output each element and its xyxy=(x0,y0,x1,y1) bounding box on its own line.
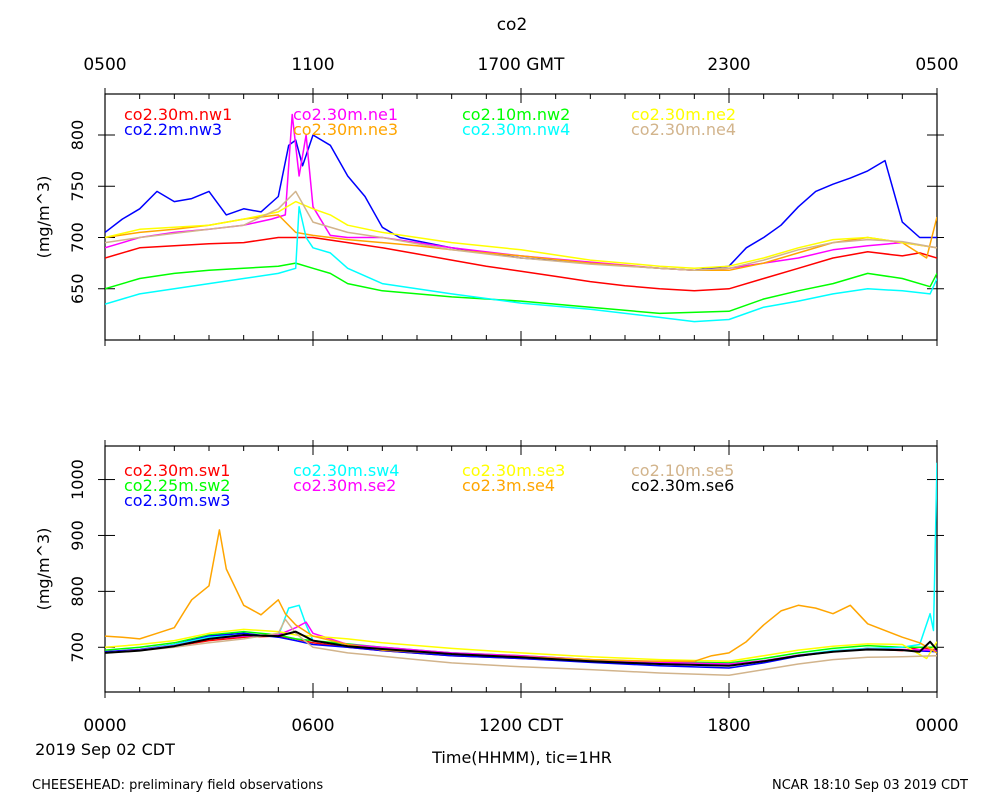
y-tick-label: 1000 xyxy=(68,459,87,500)
y-axis-label: (mg/m^3) xyxy=(34,528,53,611)
legend-entry: co2.30m.sw4 xyxy=(293,461,399,480)
series-line xyxy=(105,134,937,272)
top-axis-tick-label: 2300 xyxy=(707,55,750,75)
panel-lower: 700 800 900 1000 (mg/m^3) co2.30m.sw1co2.25m.… xyxy=(34,440,944,698)
series-line xyxy=(105,200,937,270)
bottom-axis-tick-label: 1200 CDT xyxy=(479,716,564,736)
y-tick-label: 900 xyxy=(68,520,87,551)
legend-entry: co2.30m.se6 xyxy=(631,476,734,495)
legend-entry: co2.30m.sw3 xyxy=(124,491,230,510)
top-axis-tick-label: 0500 xyxy=(83,55,126,75)
chart-title: co2 xyxy=(497,15,528,35)
y-tick-label: 750 xyxy=(68,171,87,202)
legend-entry: co2.30m.ne2 xyxy=(631,105,736,124)
legend-entry: co2.30m.se3 xyxy=(462,461,565,480)
footer-left: CHEESEHEAD: preliminary field observatio… xyxy=(32,778,323,793)
y-tick-label: 650 xyxy=(68,273,87,304)
legend-entry: co2.30m.sw1 xyxy=(124,461,230,480)
legend-entry: co2.30m.ne4 xyxy=(631,120,736,139)
series-line xyxy=(105,206,937,323)
legend-entry: co2.30m.ne3 xyxy=(293,120,398,139)
top-axis-tick-label: 0500 xyxy=(915,55,958,75)
series-line xyxy=(105,618,937,676)
x-axis-label: Time(HHMM), tic=1HR xyxy=(431,748,612,767)
date-label: 2019 Sep 02 CDT xyxy=(35,740,175,759)
top-time-axis: 0500 1100 1700 GMT 2300 0500 xyxy=(83,55,958,75)
y-tick-label: 800 xyxy=(68,576,87,607)
legend-entry: co2.3m.se4 xyxy=(462,476,555,495)
series-line xyxy=(105,190,937,272)
series-line xyxy=(105,630,937,667)
y-tick-label: 700 xyxy=(68,222,87,253)
legend-entry: co2.2m.nw3 xyxy=(124,120,222,139)
top-axis-tick-label: 1700 GMT xyxy=(478,55,566,75)
y-tick-label: 700 xyxy=(68,632,87,663)
footer-right: NCAR 18:10 Sep 03 2019 CDT xyxy=(772,778,968,793)
legend-entry: co2.10m.nw2 xyxy=(462,105,570,124)
series-line xyxy=(105,262,937,315)
bottom-axis-tick-label: 1800 xyxy=(707,716,750,736)
y-axis-label: (mg/m^3) xyxy=(34,176,53,259)
series-line xyxy=(105,529,937,663)
series-line xyxy=(105,628,937,663)
bottom-axis-tick-label: 0000 xyxy=(915,716,958,736)
legend-entry: co2.25m.sw2 xyxy=(124,476,230,495)
legend-entry: co2.30m.ne1 xyxy=(293,105,398,124)
legend-entry: co2.10m.se5 xyxy=(631,461,734,480)
bottom-time-axis: 0000 0600 1200 CDT 1800 0000 xyxy=(83,716,958,736)
legend-entry: co2.30m.se2 xyxy=(293,476,396,495)
legend-entry: co2.30m.nw4 xyxy=(462,120,570,139)
top-axis-tick-label: 1100 xyxy=(291,55,334,75)
y-tick-label: 800 xyxy=(68,120,87,151)
bottom-axis-tick-label: 0000 xyxy=(83,716,126,736)
series-line xyxy=(105,236,937,292)
legend-entry: co2.30m.nw1 xyxy=(124,105,232,124)
panel-upper: 650 700 750 800 (mg/m^3) co2.30m.nw1co2.2m.nw… xyxy=(34,88,944,346)
bottom-axis-tick-label: 0600 xyxy=(291,716,334,736)
